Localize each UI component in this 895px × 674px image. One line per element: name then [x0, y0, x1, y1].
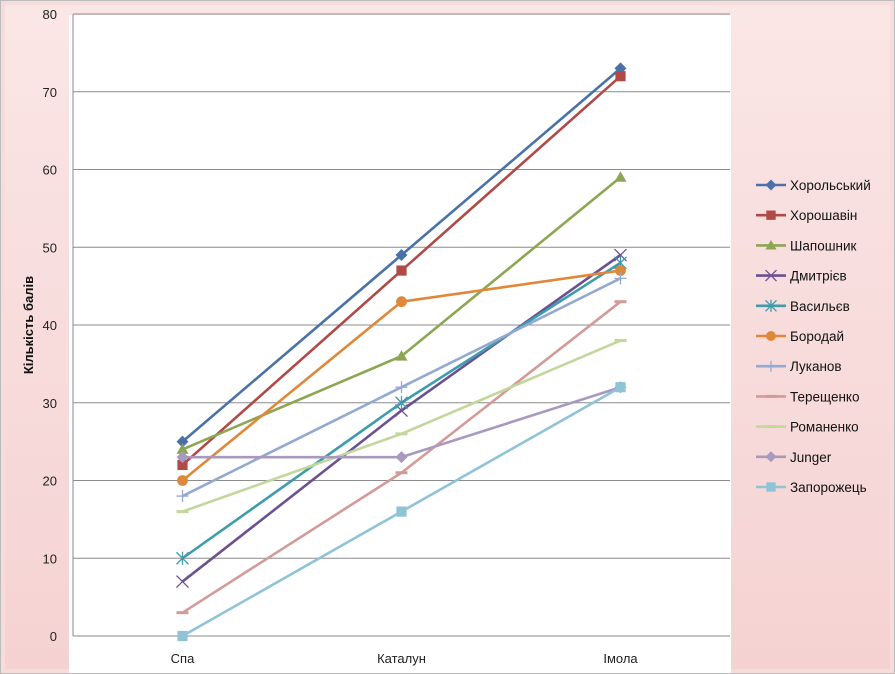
y-tick-label: 60 — [43, 163, 57, 178]
series-Бородай — [177, 265, 626, 486]
data-point — [176, 451, 189, 464]
data-point — [766, 482, 776, 492]
y-tick-label: 30 — [43, 396, 57, 411]
data-point — [614, 339, 627, 343]
x-tick-label: Імола — [603, 651, 638, 666]
data-point — [176, 510, 189, 514]
data-point — [395, 350, 408, 361]
x-tick-labels: Спа Каталун Імола — [171, 651, 639, 666]
y-tick-label: 10 — [43, 551, 57, 566]
y-tick-label: 40 — [43, 318, 57, 333]
data-point — [396, 296, 407, 308]
data-point — [395, 471, 408, 475]
legend-item: Бородай — [756, 329, 844, 344]
legend-item: Запорожець — [756, 480, 867, 495]
legend-item: Дмитрієв — [756, 269, 847, 284]
data-point — [395, 396, 408, 410]
data-point — [176, 575, 189, 589]
data-point — [176, 443, 189, 454]
data-point — [395, 249, 408, 262]
series-lines — [176, 62, 627, 642]
data-point — [765, 394, 777, 398]
legend-item: Junger — [756, 450, 832, 465]
grid-lines — [72, 13, 730, 637]
data-point — [765, 299, 777, 312]
legend-label: Шапошник — [790, 238, 857, 253]
data-point — [176, 435, 189, 448]
series-Запорожець — [177, 382, 626, 642]
legend-label: Бородай — [790, 329, 844, 344]
y-tick-label: 50 — [43, 240, 57, 255]
legend-label: Запорожець — [790, 480, 867, 495]
legend-item: Васильєв — [756, 299, 850, 314]
data-point — [395, 451, 408, 464]
legend-item: Романенко — [756, 420, 859, 435]
data-point — [395, 432, 408, 436]
y-tick-label: 0 — [50, 629, 57, 644]
y-tick-label: 80 — [43, 7, 57, 22]
series-Шапошник — [176, 171, 627, 454]
legend-label: Романенко — [790, 420, 859, 435]
data-point — [765, 425, 777, 429]
series-Терещенко — [176, 300, 627, 615]
x-tick-label: Каталун — [377, 651, 426, 666]
data-point — [614, 272, 627, 285]
series-Романенко — [176, 339, 627, 514]
data-point — [396, 506, 407, 517]
legend-label: Junger — [790, 450, 832, 465]
data-point — [766, 210, 776, 220]
data-point — [395, 381, 408, 394]
legend: Хорольський Хорошавін Шапошник Дмитрієв Васи… — [756, 178, 871, 495]
legend-label: Терещенко — [790, 389, 860, 404]
y-tick-label: 70 — [43, 85, 57, 100]
legend-item: Луканов — [756, 359, 842, 374]
series-Хорошавін — [177, 71, 626, 471]
legend-label: Хорольський — [790, 178, 871, 193]
data-point — [176, 490, 189, 503]
data-point — [176, 611, 189, 615]
data-point — [765, 269, 777, 282]
series-Луканов — [176, 272, 627, 503]
data-point — [177, 459, 188, 471]
legend-item: Шапошник — [756, 238, 857, 253]
y-axis-label: Кількість балів — [21, 276, 36, 374]
data-point — [177, 630, 188, 642]
legend-item: Хорольський — [756, 178, 871, 193]
data-point — [615, 71, 626, 82]
legend-item: Терещенко — [756, 389, 860, 404]
y-tick-labels: 0 10 20 30 40 50 60 70 80 — [43, 7, 57, 644]
data-point — [765, 451, 777, 463]
data-point — [615, 265, 626, 276]
data-point — [614, 171, 627, 182]
data-point — [177, 475, 188, 486]
series-Васильєв — [176, 256, 627, 565]
plot-area — [69, 15, 731, 673]
legend-label: Хорошавін — [790, 208, 857, 223]
data-point — [765, 179, 777, 191]
legend-label: Луканов — [790, 359, 842, 374]
data-point — [615, 382, 626, 393]
data-point — [765, 239, 777, 250]
y-tick-label: 20 — [43, 474, 57, 489]
x-tick-label: Спа — [171, 651, 195, 666]
data-point — [766, 331, 776, 341]
data-point — [765, 360, 777, 372]
legend-label: Васильєв — [790, 299, 850, 314]
data-point — [396, 265, 407, 276]
data-point — [176, 551, 189, 565]
legend-label: Дмитрієв — [790, 269, 847, 284]
legend-item: Хорошавін — [756, 208, 857, 223]
data-point — [614, 300, 627, 304]
